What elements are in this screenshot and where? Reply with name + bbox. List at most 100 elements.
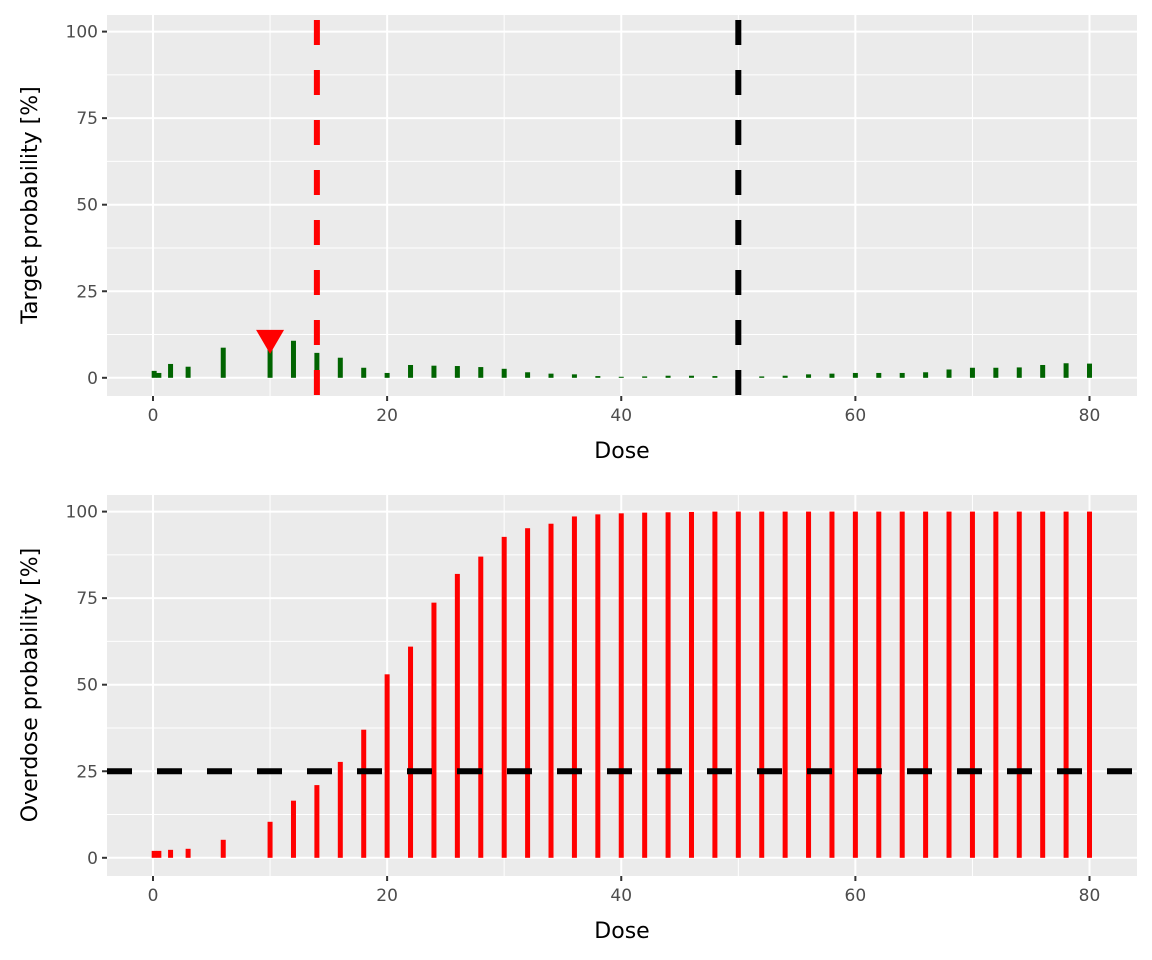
bar (548, 523, 554, 858)
bar (712, 511, 718, 858)
x-tick-label: 20 (376, 886, 398, 906)
bar (712, 376, 718, 378)
x-axis-title: Dose (594, 919, 649, 944)
x-tick-label: 40 (610, 886, 632, 906)
bar (384, 372, 390, 378)
bar (852, 372, 858, 378)
bar (267, 344, 273, 378)
bar (876, 511, 882, 858)
bar (1016, 367, 1022, 378)
bar (1063, 511, 1069, 858)
y-axis-title: Target probability [%] (18, 86, 43, 325)
bar (314, 785, 320, 858)
bar (876, 372, 882, 378)
y-axis-title: Overdose probability [%] (18, 548, 43, 822)
y-tick-label: 75 (76, 109, 98, 129)
x-tick-label: 0 (148, 886, 159, 906)
bar (993, 367, 999, 378)
bar (688, 511, 694, 858)
y-tick-label: 0 (87, 849, 98, 869)
bar (290, 340, 296, 378)
x-tick-label: 80 (1079, 886, 1101, 906)
bar (168, 363, 174, 378)
bar (267, 821, 273, 858)
y-tick-label: 75 (76, 589, 98, 609)
bar (431, 602, 437, 858)
x-axis-ticks: 0 20 40 60 80 (148, 876, 1101, 906)
bar (899, 511, 905, 858)
y-tick-label: 50 (76, 196, 98, 216)
x-tick-label: 40 (610, 406, 632, 426)
bar (595, 376, 601, 378)
bar (993, 511, 999, 858)
bar (1040, 364, 1046, 378)
bar (337, 357, 343, 378)
x-axis-title: Dose (594, 439, 649, 464)
bar (548, 373, 554, 378)
bar (852, 511, 858, 858)
bar (408, 646, 414, 858)
bar (1087, 363, 1092, 378)
bar (156, 372, 162, 378)
bar (571, 374, 577, 378)
bar (220, 347, 226, 378)
bar (337, 761, 343, 858)
y-tick-label: 100 (66, 23, 98, 43)
y-tick-label: 100 (66, 503, 98, 523)
bar (735, 511, 741, 858)
bar (408, 364, 414, 378)
bar (1016, 511, 1022, 858)
bar (688, 375, 694, 378)
bar (156, 850, 162, 858)
bar (220, 839, 226, 858)
x-tick-label: 60 (845, 886, 867, 906)
x-tick-label: 80 (1079, 406, 1101, 426)
y-tick-label: 0 (87, 369, 98, 389)
bar (525, 528, 531, 858)
y-tick-label: 50 (76, 676, 98, 696)
bar (314, 352, 320, 378)
target-bars (151, 340, 1092, 378)
bar (501, 368, 507, 378)
y-axis-ticks: 0 25 50 75 100 (66, 23, 107, 389)
bar (151, 850, 157, 858)
bar (923, 372, 929, 378)
x-tick-label: 60 (845, 406, 867, 426)
bar (185, 848, 191, 858)
bar (923, 511, 929, 858)
bar (1040, 511, 1046, 858)
x-axis-ticks: 0 20 40 60 80 (148, 396, 1101, 426)
x-tick-label: 20 (376, 406, 398, 426)
bar (525, 372, 531, 378)
bar (151, 370, 157, 378)
bar (185, 366, 191, 378)
bar (595, 514, 601, 858)
bar (454, 366, 460, 378)
bar (665, 512, 671, 858)
y-axis-ticks: 0 25 50 75 100 (66, 503, 107, 869)
bar (501, 536, 507, 858)
overdose-probability-panel: 0 25 50 75 100 0 20 40 60 80 Dose Overdose proba… (18, 495, 1137, 944)
overdose-bars (151, 511, 1092, 858)
x-tick-label: 0 (148, 406, 159, 426)
bar (1087, 511, 1092, 858)
bar (618, 376, 624, 378)
bar (478, 367, 484, 378)
triangle-down-icon (256, 329, 285, 354)
target-probability-panel: 0 25 50 75 100 0 20 40 60 80 Dose Target probabi… (18, 15, 1137, 464)
bar (168, 849, 174, 858)
bar (642, 512, 648, 858)
bar (899, 372, 905, 378)
bar (829, 373, 835, 378)
bar (454, 573, 460, 858)
bar (665, 375, 671, 378)
bar (361, 367, 367, 378)
bar (946, 511, 952, 858)
bar (806, 511, 812, 858)
bar (290, 800, 296, 858)
bar (806, 374, 812, 378)
bar (478, 556, 484, 858)
bar (782, 375, 788, 378)
bar (361, 729, 367, 858)
